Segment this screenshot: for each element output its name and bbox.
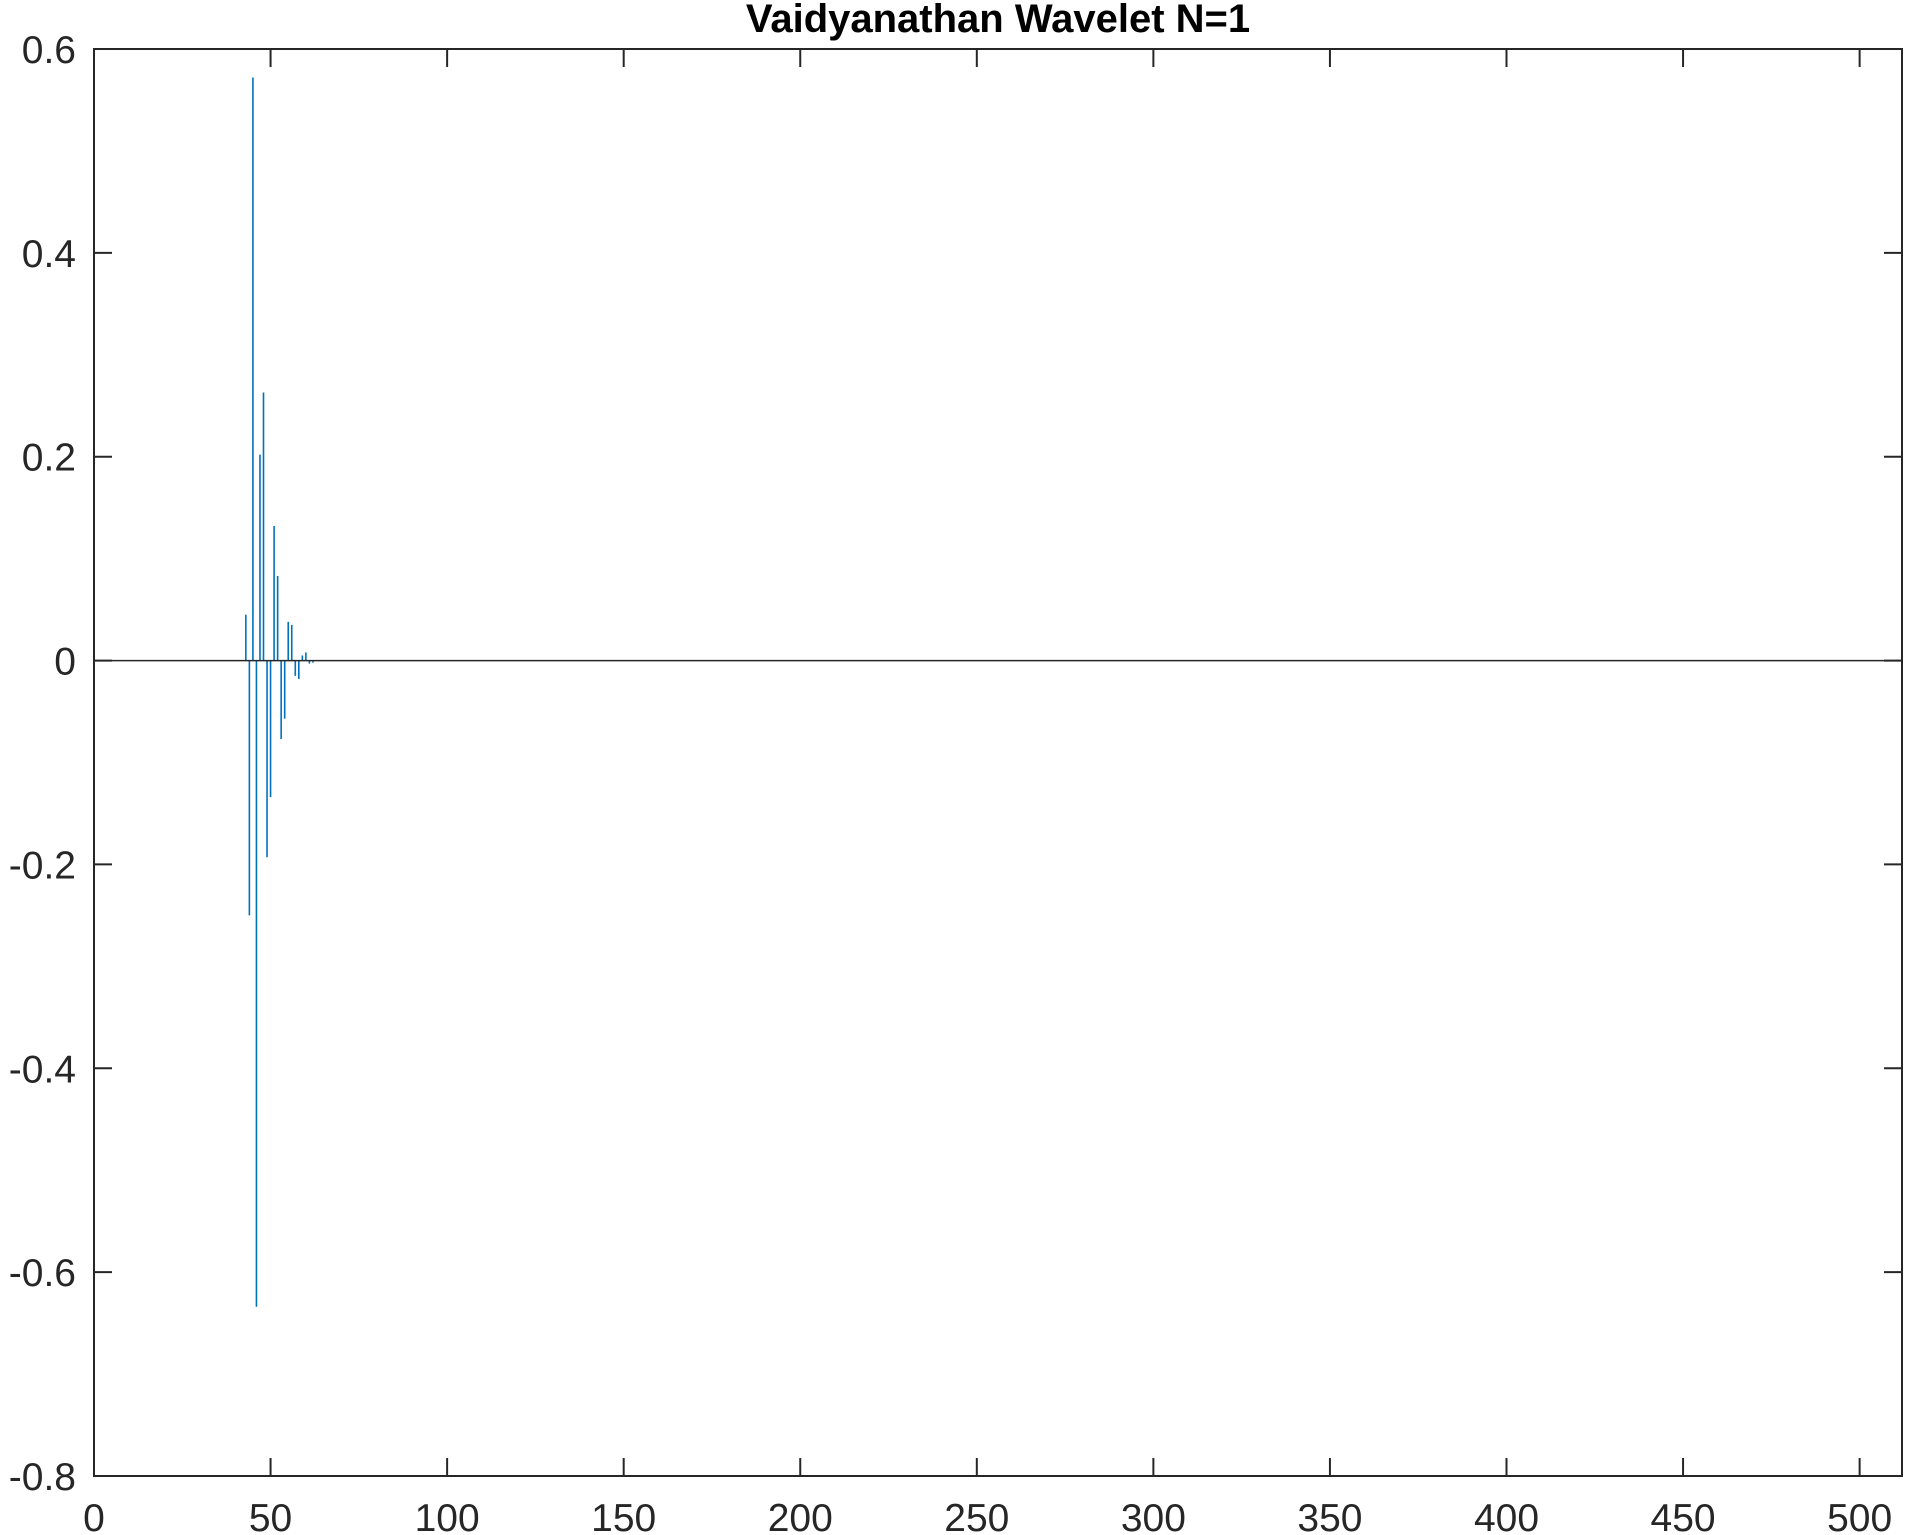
chart-title: Vaidyanathan Wavelet N=1 [746,0,1250,41]
y-tick-label: 0.2 [22,437,76,480]
y-tick-label: -0.4 [9,1048,76,1091]
x-tick-label: 50 [249,1497,292,1535]
y-axis-ticks: -0.8 -0.6 -0.4 -0.2 0 0.2 0.4 0.6 [9,29,1902,1499]
x-tick-label: 450 [1651,1497,1716,1535]
x-tick-label: 0 [83,1497,105,1535]
y-tick-label: 0.4 [22,233,76,276]
x-tick-label: 400 [1474,1497,1539,1535]
x-tick-label: 100 [415,1497,480,1535]
x-tick-label: 350 [1297,1497,1362,1535]
y-tick-label: 0.6 [22,29,76,72]
stem-series [245,77,314,1307]
x-tick-label: 200 [768,1497,833,1535]
y-tick-label: -0.6 [9,1252,76,1295]
x-tick-label: 250 [944,1497,1009,1535]
plot-background [94,49,1902,1476]
x-tick-label: 150 [591,1497,656,1535]
x-tick-label: 500 [1827,1497,1892,1535]
y-tick-label: 0 [54,641,76,684]
plot-frame [93,48,1903,1477]
y-tick-label: -0.8 [9,1456,76,1499]
x-tick-label: 300 [1121,1497,1186,1535]
y-tick-label: -0.2 [9,844,76,887]
x-axis-ticks: 0 50 100 150 200 250 300 350 400 450 500 [83,49,1892,1535]
